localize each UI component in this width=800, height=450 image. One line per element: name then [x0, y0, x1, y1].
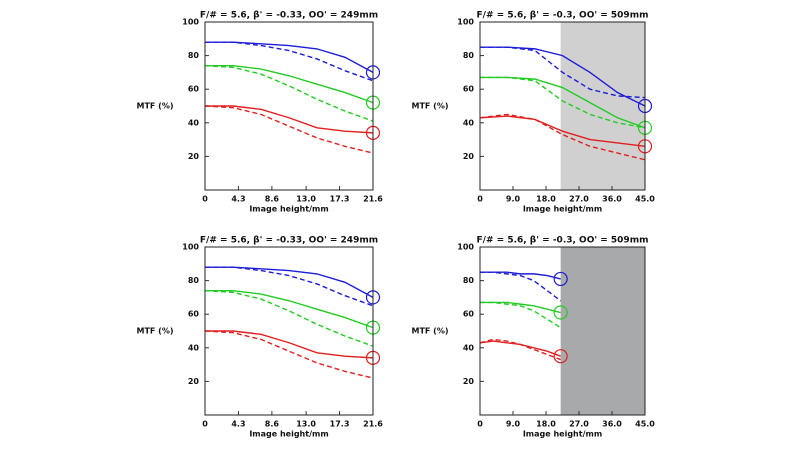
y-tick-label: 60: [463, 85, 475, 94]
mtf-line: [480, 271, 561, 280]
y-tick-label: 40: [463, 118, 475, 127]
chart-title: F/# = 5.6, β' = -0.3, OO' = 509mm: [477, 11, 649, 21]
mtf-line: [204, 105, 374, 154]
x-tick-label: 0: [477, 195, 483, 204]
y-axis-label: MTF (%): [137, 102, 174, 111]
mtf-line: [480, 271, 562, 302]
mtf-line: [204, 64, 374, 122]
x-tick-label: 9.0: [506, 195, 521, 204]
y-tick-label: 20: [188, 152, 200, 161]
y-tick-label: 40: [188, 343, 200, 352]
x-tick-label: 4.3: [231, 195, 245, 204]
x-tick-label: 45.0: [635, 195, 655, 204]
y-tick-label: 80: [463, 51, 475, 60]
x-tick-label: 36.0: [602, 420, 622, 429]
mtf-line: [479, 115, 646, 148]
x-tick-label: 36.0: [602, 195, 622, 204]
mtf-line: [205, 330, 374, 359]
y-tick-label: 100: [182, 18, 199, 27]
x-axis-label: Image height/mm: [523, 205, 602, 214]
x-tick-label: 18.0: [536, 195, 556, 204]
y-tick-label: 20: [463, 152, 475, 161]
mtf-line: [480, 301, 561, 314]
y-tick-label: 60: [188, 85, 200, 94]
mtf-line: [205, 64, 374, 104]
x-tick-label: 27.0: [569, 195, 589, 204]
x-tick-label: 0: [477, 420, 483, 429]
mtf-line: [480, 46, 646, 99]
mtf-line: [205, 289, 374, 329]
mtf-line: [479, 340, 561, 357]
y-tick-label: 40: [463, 343, 475, 352]
x-axis-label: Image height/mm: [249, 430, 328, 439]
x-tick-label: 18.0: [536, 420, 556, 429]
y-axis-label: MTF (%): [137, 327, 174, 336]
y-tick-label: 20: [188, 377, 200, 386]
x-tick-label: 17.3: [330, 420, 350, 429]
x-tick-label: 4.3: [231, 420, 245, 429]
y-tick-label: 60: [463, 310, 475, 319]
shaded-region: [560, 22, 645, 190]
y-tick-label: 20: [463, 377, 475, 386]
chart-title: F/# = 5.6, β' = -0.3, OO' = 509mm: [477, 236, 649, 246]
chart-title: F/# = 5.6, β' = -0.33, OO' = 249mm: [200, 236, 378, 246]
x-tick-label: 17.3: [330, 195, 350, 204]
x-tick-label: 13.0: [296, 420, 316, 429]
plot-frame: [204, 21, 374, 191]
x-tick-label: 9.0: [506, 420, 521, 429]
chart-title: F/# = 5.6, β' = -0.33, OO' = 249mm: [200, 11, 378, 21]
mtf-line: [204, 289, 374, 347]
y-tick-label: 80: [188, 276, 200, 285]
y-axis-label: MTF (%): [412, 102, 449, 111]
x-tick-label: 13.0: [296, 195, 316, 204]
x-tick-label: 21.6: [363, 420, 383, 429]
end-marker: [553, 271, 568, 287]
y-tick-label: 40: [188, 118, 200, 127]
x-axis-label: Image height/mm: [523, 430, 602, 439]
x-tick-label: 8.6: [265, 195, 280, 204]
y-tick-label: 80: [463, 276, 475, 285]
mtf-line: [204, 330, 374, 379]
y-tick-label: 100: [182, 243, 199, 252]
mtf-line: [205, 41, 374, 82]
shaded-region: [560, 247, 645, 415]
plot-frame: [479, 21, 646, 191]
x-tick-label: 0: [202, 195, 208, 204]
x-tick-label: 21.6: [363, 195, 383, 204]
y-axis-label: MTF (%): [412, 327, 449, 336]
plot-frame: [204, 246, 374, 416]
x-tick-label: 45.0: [635, 420, 655, 429]
x-axis-label: Image height/mm: [249, 205, 328, 214]
y-tick-label: 100: [457, 18, 474, 27]
mtf-line: [480, 301, 562, 329]
x-tick-label: 27.0: [569, 420, 589, 429]
mtf-line: [479, 113, 646, 161]
mtf-line: [205, 266, 374, 307]
mtf-line: [479, 338, 561, 361]
plot-frame: [479, 246, 646, 416]
y-tick-label: 100: [457, 243, 474, 252]
end-marker: [553, 349, 568, 364]
x-tick-label: 8.6: [265, 420, 280, 429]
y-tick-label: 80: [188, 51, 200, 60]
end-marker: [553, 305, 568, 320]
y-tick-label: 60: [188, 310, 200, 319]
x-tick-label: 0: [202, 420, 208, 429]
mtf-line: [480, 76, 646, 129]
mtf-line: [205, 105, 374, 134]
